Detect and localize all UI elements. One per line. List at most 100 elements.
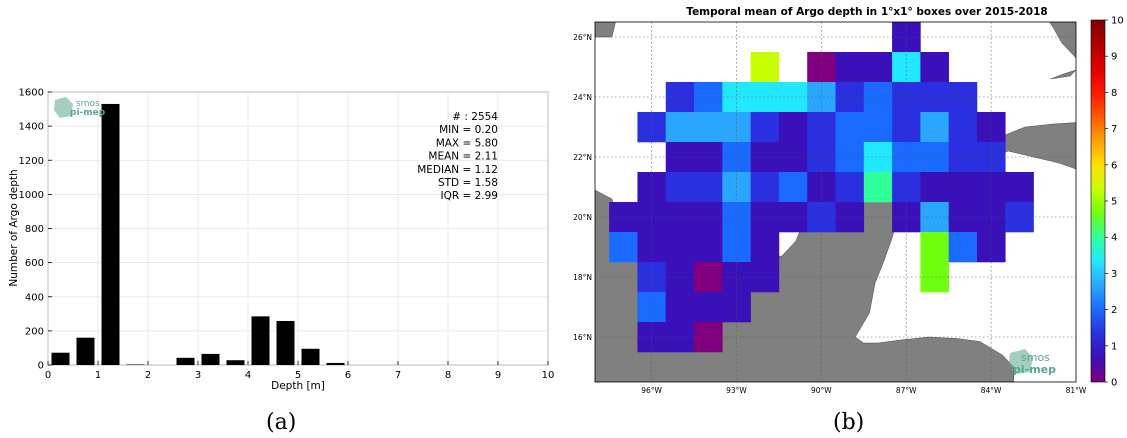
depth-cell [835, 52, 865, 83]
depth-cell [665, 172, 695, 203]
depth-cell [835, 172, 865, 203]
lon-tick-label: 96°W [641, 386, 662, 395]
stat-line: MEDIAN = 1.12 [417, 164, 498, 176]
colorbar-ticks: 0 1 2 3 4 5 6 7 8 9 10 [1105, 16, 1124, 389]
depth-cell [948, 172, 978, 203]
map-logo-line1: smos [1021, 351, 1050, 364]
y-tick-label: 1600 [19, 88, 44, 99]
colorbar-tick-label: 3 [1111, 269, 1117, 280]
map-graticule [595, 22, 1076, 382]
stat-label: IQR = [440, 190, 474, 202]
colorbar-tick-label: 0 [1111, 378, 1117, 389]
depth-cell [920, 262, 949, 293]
lat-tick-label: 16°N [573, 333, 592, 342]
depth-cell [948, 112, 978, 143]
y-axis-label: Number of Argo depth [8, 169, 20, 286]
stat-value: 2.11 [475, 151, 498, 163]
depth-cell [920, 52, 949, 83]
map-logo-line2: pi-mep [1013, 363, 1056, 376]
x-tick-label: 5 [295, 370, 301, 381]
depth-cell [920, 232, 949, 263]
x-tick-label: 4 [245, 370, 251, 381]
histogram-bars [51, 103, 345, 365]
depth-cell [920, 82, 949, 113]
lat-tick-label: 20°N [573, 213, 592, 222]
x-tick-label: 1 [95, 370, 101, 381]
colorbar-tick-label: 6 [1111, 160, 1117, 171]
map-title: Temporal mean of Argo depth in 1°x1° box… [686, 6, 1047, 18]
stat-line: IQR = 2.99 [440, 190, 498, 202]
depth-cell [694, 232, 723, 263]
histogram-bar [51, 352, 70, 365]
histogram-bar [201, 353, 220, 365]
logo-line1: smos [76, 99, 100, 109]
depth-cell [948, 202, 978, 233]
depth-cell [863, 52, 893, 83]
stat-label: MEAN = [428, 151, 474, 163]
argo-depth-map: Temporal mean of Argo depth in 1°x1° box… [573, 6, 1124, 395]
colorbar-tick-label: 9 [1111, 52, 1117, 63]
y-tick-label: 400 [25, 292, 44, 303]
lon-tick-label: 81°W [1066, 386, 1087, 395]
map-axes: 96°W 93°W 90°W 87°W 84°W 81°W 16°N 18°N 20°N 22°N… [573, 33, 1087, 395]
stat-label: MEDIAN = [417, 164, 474, 176]
depth-cell [920, 112, 949, 143]
histogram-axes: 0 1 2 3 4 5 6 7 8 9 10 0 200 400 600 800 1000 1200 1400 160… [19, 88, 555, 382]
lat-tick-label: 26°N [573, 33, 592, 42]
lat-tick-label: 22°N [573, 153, 592, 162]
smos-pi-mep-logo-map: smos pi-mep [1009, 349, 1056, 376]
lat-tick-label: 24°N [573, 93, 592, 102]
florida-keys [1050, 69, 1076, 80]
logo-line2: pi-mep [70, 108, 106, 118]
depth-cell [920, 142, 949, 173]
histogram-grid [47, 91, 549, 366]
stat-line: MIN = 0.20 [439, 124, 498, 136]
stat-line: STD = 1.58 [438, 177, 498, 189]
x-tick-label: 3 [195, 370, 201, 381]
colorbar-tick-label: 7 [1111, 124, 1117, 135]
y-tick-label: 1000 [19, 190, 44, 201]
depth-cell [778, 172, 808, 203]
depth-cell [1005, 172, 1034, 203]
histogram-bar [326, 362, 345, 365]
depth-cell [750, 142, 780, 173]
depth-cell [750, 202, 780, 233]
histogram-bar [76, 337, 95, 365]
x-tick-label: 8 [445, 370, 451, 381]
lon-tick-label: 93°W [726, 386, 747, 395]
depth-cell [750, 82, 780, 113]
x-tick-label: 6 [345, 370, 351, 381]
x-tick-label: 2 [145, 370, 151, 381]
y-tick-label: 600 [25, 258, 44, 269]
depth-cell [750, 262, 780, 293]
depth-cell [920, 172, 949, 203]
stat-value: 1.58 [475, 177, 498, 189]
stat-label: # : [452, 111, 471, 123]
smos-pi-mep-logo: smos pi-mep [54, 97, 106, 118]
depth-cell [948, 232, 978, 263]
depth-cell [665, 232, 695, 263]
depth-cell [948, 82, 978, 113]
depth-cell [778, 112, 808, 143]
map-frame [594, 21, 1077, 383]
colorbar-tick-label: 4 [1111, 233, 1117, 244]
colorbar-tick-label: 5 [1111, 197, 1117, 208]
stat-line: # : 2554 [452, 111, 498, 123]
histogram-bar [276, 320, 295, 365]
stat-value: 2.99 [475, 190, 498, 202]
histogram-bar [101, 103, 120, 365]
histogram-bar [251, 316, 270, 365]
stat-value: 5.80 [475, 137, 498, 149]
stat-value: 1.12 [475, 164, 498, 176]
depth-cell [694, 292, 723, 323]
depth-cell [863, 172, 893, 203]
depth-cell [609, 232, 638, 263]
lat-tick-label: 18°N [573, 273, 592, 282]
y-tick-label: 0 [38, 361, 44, 372]
depth-cell [920, 202, 949, 233]
stat-label: MIN = [439, 124, 474, 136]
panel-label-a: (a) [266, 410, 297, 435]
colorbar-tick-label: 10 [1111, 16, 1124, 27]
colorbar-tick-label: 2 [1111, 305, 1117, 316]
stat-line: MAX = 5.80 [436, 137, 498, 149]
